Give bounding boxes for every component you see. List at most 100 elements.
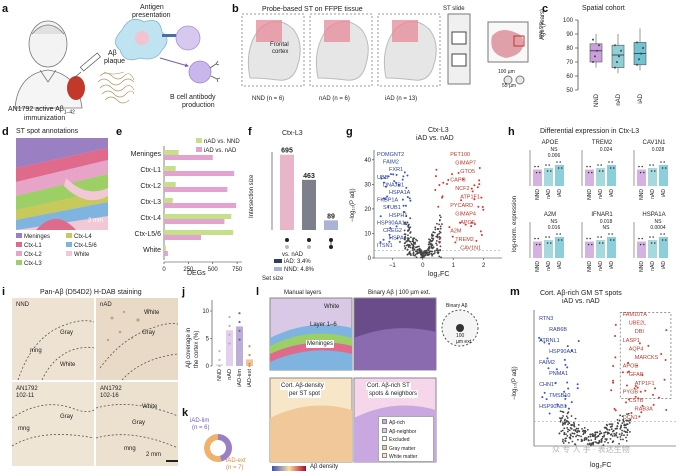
- data-point: [419, 249, 422, 251]
- gene-label: PNMA1: [549, 371, 568, 377]
- bar-nad-vs-nnd: [164, 150, 179, 155]
- st-array-grid: [487, 21, 529, 63]
- nnd-n-label: NND (n = 6): [252, 96, 285, 102]
- data-point: [534, 165, 536, 168]
- data-point: [416, 249, 419, 251]
- data-point: [566, 430, 569, 433]
- panel-h-title: Differential expression in Ctx-L3: [540, 128, 640, 135]
- bar-NND: [533, 241, 542, 258]
- data-point: [594, 436, 597, 439]
- antigen-presenting-cell-icon: [115, 18, 168, 61]
- data-point-down: [540, 339, 543, 342]
- data-point: [607, 441, 610, 444]
- data-point: [595, 441, 598, 444]
- data-point: [218, 358, 221, 362]
- data-point: [650, 170, 653, 172]
- density-colorbar: [272, 466, 306, 471]
- data-point-up: [480, 234, 483, 237]
- x-tick-label: NND: [217, 369, 223, 381]
- data-point: [639, 243, 642, 246]
- data-point-up: [473, 198, 476, 201]
- histology-nad: [96, 298, 178, 380]
- data-point: [636, 41, 638, 44]
- data-point: [418, 245, 420, 248]
- panel-l: Manual layers Binary Aβ | 100 µm ext. Wh…: [269, 290, 506, 472]
- data-point: [572, 435, 574, 438]
- gene-label: GTO5: [460, 169, 475, 175]
- data-point: [618, 433, 621, 436]
- panel-m-volcano: RTN3 RAB6B ATRNL1 HSP90AA1 FAIM2 PNMA1 CHN1 TMS…: [533, 310, 676, 447]
- p-value-label: NS: [551, 147, 559, 153]
- data-point-up: [660, 353, 663, 356]
- data-point-down: [547, 367, 550, 370]
- data-point: [438, 214, 441, 217]
- c-ylabel: Age (years): [540, 8, 546, 40]
- legend-swatch: [382, 427, 387, 433]
- data-point-down: [387, 206, 390, 209]
- category-label: Ctx-L2: [140, 183, 161, 190]
- brain-section-nad: [309, 13, 373, 87]
- data-point: [562, 442, 565, 444]
- data-point: [611, 423, 614, 426]
- data-point-up: [435, 168, 438, 171]
- data-point: [410, 254, 412, 257]
- panel-letter-h: h: [508, 126, 515, 138]
- gene-label: FXR1: [389, 167, 403, 173]
- data-point: [559, 161, 561, 163]
- panel-g-title: Ctx-L3: [428, 127, 449, 134]
- data-point: [563, 419, 566, 422]
- data-point-up: [451, 235, 454, 238]
- data-point: [407, 229, 409, 232]
- data-point: [431, 250, 434, 253]
- data-point-down: [388, 233, 391, 236]
- data-point: [643, 243, 645, 246]
- data-point: [573, 424, 575, 426]
- p-value-label: 0.006: [548, 153, 561, 159]
- data-point-up: [434, 188, 437, 191]
- gene-label: DBI: [635, 329, 645, 335]
- data-point-down: [564, 397, 567, 400]
- antigen-label: Antigen: [140, 4, 164, 11]
- gene-label: TMSB10: [549, 393, 570, 399]
- donut-slice: [204, 434, 222, 462]
- data-point: [537, 237, 539, 240]
- x-tick-label: iAD: [661, 189, 667, 197]
- x-tick-label: NND: [535, 189, 541, 200]
- data-point: [600, 438, 603, 441]
- data-point: [609, 239, 612, 241]
- data-point-up: [639, 390, 642, 393]
- data-point: [613, 432, 616, 435]
- x-tick-label: NND: [639, 189, 645, 200]
- data-point: [654, 242, 656, 244]
- data-point: [625, 439, 628, 442]
- data-point-down: [395, 181, 398, 184]
- category-label: Ctx-L5/6: [135, 231, 162, 238]
- data-point: [431, 253, 434, 256]
- data-point-up: [460, 199, 463, 202]
- data-point: [586, 428, 589, 431]
- gene-label: STUB1: [383, 205, 401, 211]
- data-point: [590, 443, 593, 446]
- data-point: [406, 237, 409, 239]
- l-neigh-label: spots & neighbors: [368, 390, 419, 398]
- intersection-bar: [324, 220, 338, 230]
- data-point: [616, 419, 619, 421]
- k-ext-label: iAD-ext: [226, 458, 246, 464]
- data-point: [420, 251, 423, 254]
- d100-label: 100 µm: [498, 69, 515, 75]
- data-point: [565, 433, 567, 436]
- data-point-up: [473, 184, 476, 187]
- x-tick-label: 500: [208, 267, 219, 273]
- intersection-bar: [302, 179, 316, 230]
- d-scale-label: 2 mm: [88, 218, 103, 224]
- legend-swatch: [16, 260, 22, 265]
- data-point: [609, 426, 612, 428]
- abeta-label: Aβ: [108, 50, 117, 57]
- data-point: [228, 333, 231, 336]
- i-scale-label: 2 mm: [146, 452, 161, 458]
- data-point: [432, 252, 435, 255]
- data-point: [562, 415, 565, 417]
- y-tick-label: 100: [563, 18, 574, 24]
- data-point: [649, 164, 651, 166]
